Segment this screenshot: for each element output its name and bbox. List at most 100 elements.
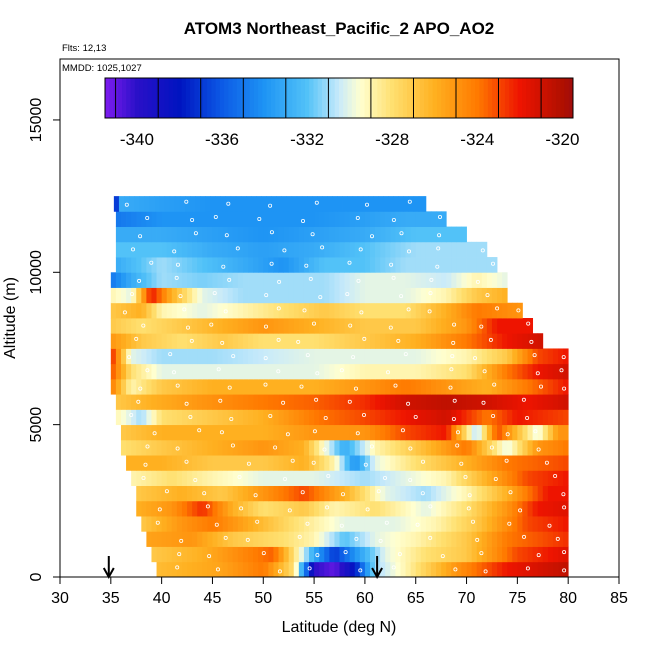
measurement-dot (355, 215, 360, 220)
heatmap-cell (359, 394, 366, 410)
heatmap-cell (176, 394, 183, 410)
heatmap-cell (227, 241, 234, 258)
measurement-dot (343, 550, 348, 555)
heatmap-cell (517, 470, 523, 486)
heatmap-cell (491, 348, 498, 365)
heatmap-cell (151, 394, 157, 410)
measurement-dot (281, 400, 286, 405)
heatmap-cell (181, 318, 188, 334)
heatmap-cell (319, 500, 325, 517)
heatmap-cell (181, 439, 188, 456)
measurement-dot (285, 432, 290, 437)
heatmap-cell (481, 500, 488, 517)
heatmap-cell (146, 424, 152, 441)
heatmap-cell (298, 211, 305, 227)
heatmap-cell (181, 363, 188, 380)
heatmap-cell (349, 333, 356, 349)
heatmap-cell (314, 226, 320, 243)
heatmap-cell (405, 378, 412, 395)
heatmap-cell (171, 439, 178, 456)
heatmap-cell (126, 455, 132, 471)
heatmap-cell (558, 500, 564, 517)
y-tick-label: 5000 (28, 407, 45, 443)
down-arrow-icon (371, 556, 383, 580)
heatmap-cell (176, 241, 183, 258)
heatmap-cell (446, 439, 452, 456)
measurement-dot (408, 477, 413, 482)
heatmap-cell (522, 531, 528, 547)
heatmap-cell (436, 439, 442, 456)
heatmap-cell (334, 394, 340, 410)
measurement-dot (189, 338, 194, 343)
heatmap-cell (334, 257, 340, 273)
heatmap-cell (502, 470, 508, 486)
heatmap-cell (446, 531, 452, 547)
heatmap-cell (146, 439, 152, 456)
heatmap-cell (497, 409, 503, 426)
heatmap-cell (415, 485, 422, 502)
heatmap-cell (314, 500, 320, 517)
heatmap-cell (354, 211, 361, 227)
heatmap-cell (558, 516, 564, 532)
heatmap-cell (517, 394, 523, 410)
heatmap-cell (263, 455, 269, 471)
heatmap-cell (207, 257, 213, 273)
heatmap-cell (212, 561, 218, 578)
heatmap-cell (227, 546, 234, 563)
heatmap-cell (329, 333, 335, 349)
heatmap-cell (436, 470, 442, 486)
y-tick-label: 15000 (28, 98, 45, 143)
heatmap-cell (436, 561, 442, 578)
heatmap-cell (192, 333, 198, 349)
heatmap-cell (537, 378, 544, 395)
heatmap-cell (240, 196, 247, 212)
heatmap-cell (476, 378, 483, 395)
heatmap-cell (273, 561, 279, 578)
heatmap-cell (263, 561, 269, 578)
heatmap-cell (425, 516, 432, 532)
heatmap-cell (430, 546, 437, 563)
heatmap-cell (115, 241, 122, 258)
heatmap-cell (359, 226, 366, 243)
heatmap-cell (258, 409, 264, 426)
heatmap-cell (476, 287, 483, 304)
measurement-dot (213, 214, 218, 219)
heatmap-cell (547, 378, 554, 395)
heatmap-cell (212, 257, 218, 273)
heatmap-cell (207, 302, 213, 319)
heatmap-cell (144, 196, 150, 212)
colorbar-segment (185, 78, 191, 118)
heatmap-cell (352, 196, 359, 212)
heatmap-cell (237, 394, 244, 410)
heatmap-cell (522, 348, 528, 365)
heatmap-cell (212, 363, 218, 380)
colorbar-segment (351, 78, 357, 118)
heatmap-cell (425, 378, 432, 395)
heatmap-cell (136, 302, 142, 319)
heatmap-cell (476, 485, 483, 502)
measurement-dot (202, 491, 207, 496)
heatmap-cell (415, 394, 422, 410)
heatmap-cell (176, 470, 183, 486)
heatmap-cell (364, 485, 371, 502)
measurement-dot (302, 308, 307, 313)
heatmap-cell (400, 409, 406, 426)
heatmap-cell (532, 394, 539, 410)
heatmap-cell (263, 546, 269, 563)
heatmap-cell (258, 546, 264, 563)
measurement-dot (177, 552, 182, 557)
heatmap-cell (385, 531, 391, 547)
measurement-dot (314, 200, 319, 205)
heatmap-cell (339, 378, 345, 395)
heatmap-cell (456, 287, 462, 304)
heatmap-cell (248, 333, 254, 349)
heatmap-cell (497, 531, 503, 547)
heatmap-cell (237, 302, 244, 319)
heatmap-cell (359, 439, 366, 456)
heatmap-cell (278, 485, 284, 502)
heatmap-cell (176, 424, 183, 441)
heatmap-cell (151, 287, 157, 304)
heatmap-cell (169, 196, 176, 212)
heatmap-cell (390, 455, 396, 471)
heatmap-cell (430, 348, 437, 365)
